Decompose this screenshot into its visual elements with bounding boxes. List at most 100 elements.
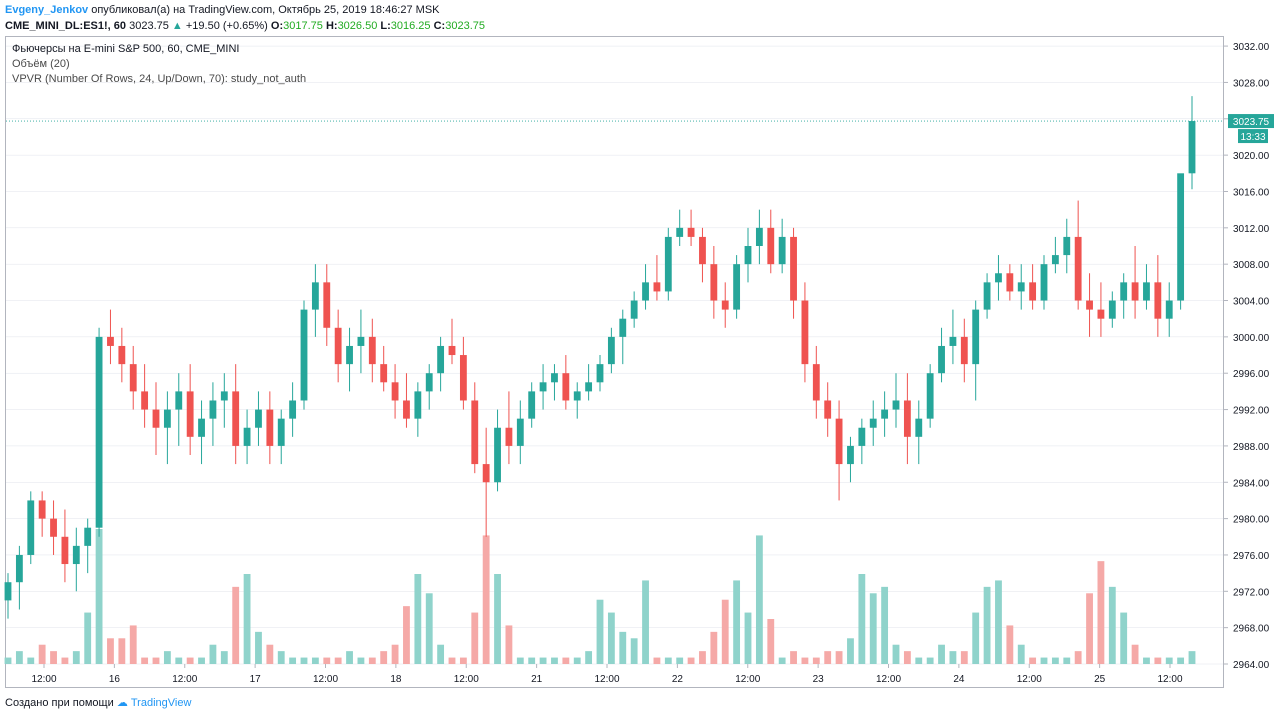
y-tick-label: 2996.00 — [1233, 369, 1270, 380]
x-tick-label: 12:00 — [1017, 674, 1042, 685]
volume-bar — [129, 625, 137, 664]
volume-bar — [573, 657, 581, 664]
candle-body — [630, 300, 638, 319]
y-tick-label: 3020.00 — [1233, 151, 1270, 162]
candle-body — [334, 327, 342, 365]
y-tick-label: 3004.00 — [1233, 297, 1270, 308]
candle-body — [585, 382, 593, 392]
candle-body — [938, 345, 945, 374]
volume-bar — [1086, 593, 1093, 664]
volume-bar — [869, 593, 877, 664]
candle-body — [1006, 273, 1014, 292]
candle-body — [1154, 282, 1162, 319]
volume-bar — [516, 657, 524, 664]
candle-body — [892, 400, 900, 410]
candle-body — [847, 445, 854, 465]
x-tick-label: 12:00 — [1157, 674, 1182, 685]
x-tick-label: 24 — [953, 674, 965, 685]
author-link[interactable]: Evgeny_Jenkov — [5, 4, 89, 16]
candle-body — [699, 236, 706, 265]
candle-body — [516, 418, 524, 446]
volume-bar — [266, 644, 274, 664]
volume-bar — [141, 657, 149, 664]
volume-bar — [938, 644, 945, 664]
x-tick-label: 17 — [250, 674, 262, 685]
candle-body — [459, 355, 467, 401]
candle-body — [50, 518, 57, 537]
legend-main-series[interactable]: Фьючерсы на E-mini S&P 500, 60, CME_MINI — [12, 43, 240, 55]
volume-bar — [437, 644, 445, 664]
x-tick-label: 12:00 — [454, 674, 479, 685]
candle-body — [471, 400, 479, 465]
candle-body — [812, 364, 820, 401]
candle-body — [1108, 300, 1116, 319]
candle-body — [1063, 236, 1071, 256]
volume-bar — [630, 638, 638, 664]
candle-body — [414, 391, 422, 419]
candle-body — [1131, 282, 1139, 301]
candle-body — [505, 427, 513, 446]
x-tick-label: 12:00 — [735, 674, 760, 685]
candle-body — [664, 236, 672, 292]
y-tick-label: 2968.00 — [1233, 624, 1270, 635]
candle-body — [915, 418, 923, 437]
volume-bar — [1051, 657, 1059, 664]
volume-bar — [847, 638, 854, 664]
volume-bar — [220, 651, 228, 664]
footer-brand[interactable]: TradingView — [130, 697, 192, 709]
candle-body — [323, 282, 331, 328]
low-label: L: — [380, 20, 391, 32]
volume-bar — [983, 586, 991, 664]
candle-body — [255, 409, 262, 428]
symbol-label: CME_MINI_DL:ES1!, 60 — [5, 20, 127, 32]
candle-body — [448, 345, 456, 356]
volume-bar — [84, 612, 92, 664]
candle-body — [232, 391, 240, 446]
volume-bar — [505, 625, 513, 664]
candle-body — [346, 345, 353, 365]
x-tick-label: 22 — [672, 674, 684, 685]
legend-vpvr[interactable]: VPVR (Number Of Rows, 24, Up/Down, 70): … — [12, 73, 307, 85]
price-tag-value: 3023.75 — [1233, 117, 1270, 128]
volume-bar — [801, 657, 809, 664]
volume-bar — [1017, 644, 1025, 664]
volume-bar — [699, 651, 706, 664]
candle-body — [152, 409, 160, 428]
candle-body — [869, 418, 877, 428]
volume-bar — [72, 651, 80, 664]
candle-body — [129, 364, 137, 392]
volume-bar — [1063, 657, 1071, 664]
candle-body — [220, 391, 228, 401]
x-tick-label: 12:00 — [172, 674, 197, 685]
x-tick-label: 25 — [1094, 674, 1106, 685]
candle-body — [1165, 300, 1173, 319]
x-tick-label: 21 — [531, 674, 543, 685]
chart-frame[interactable] — [5, 36, 1224, 688]
y-tick-label: 3008.00 — [1233, 260, 1270, 271]
published-text: опубликовал(а) на TradingView.com, Октяб… — [91, 4, 440, 16]
volume-bar — [642, 580, 649, 664]
volume-bar — [812, 657, 820, 664]
volume-bar — [163, 651, 171, 664]
candle-body — [311, 282, 319, 310]
volume-bar — [198, 657, 205, 664]
volume-bar — [243, 574, 251, 664]
candle-body — [1017, 282, 1025, 292]
volume-bar — [300, 657, 308, 664]
volume-bar — [494, 574, 501, 664]
candle-body — [539, 382, 547, 392]
volume-bar — [209, 644, 217, 664]
volume-bar — [4, 657, 12, 664]
candle-body — [1074, 236, 1082, 301]
candle-body — [1097, 309, 1105, 319]
volume-bar — [186, 657, 194, 664]
candle-body — [1188, 121, 1196, 174]
volume-bar — [767, 619, 775, 664]
legend-volume[interactable]: Объём (20) — [12, 58, 70, 70]
tradingview-logo-icon[interactable]: ☁ — [116, 697, 128, 709]
volume-bar — [289, 657, 297, 664]
candle-body — [368, 336, 376, 365]
volume-bar — [1108, 586, 1116, 664]
x-tick-label: 12:00 — [876, 674, 901, 685]
